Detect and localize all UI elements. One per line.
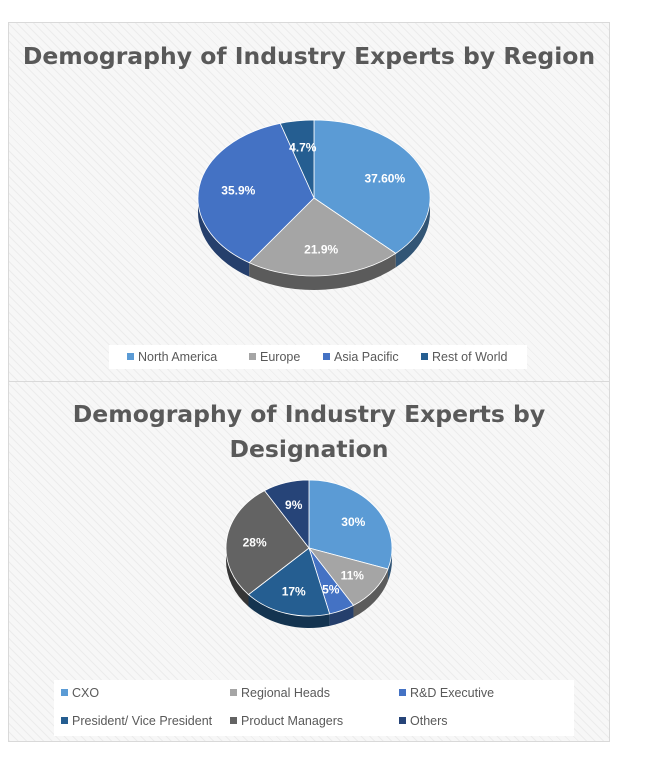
legend-label: Product Managers	[241, 714, 344, 728]
pie-data-label-rest-of-world: 4.7%	[289, 140, 317, 154]
pie-data-label-cxo: 30%	[341, 515, 365, 529]
designation-legend: CXO Regional Heads R&D Executive Preside…	[54, 680, 574, 736]
pie-side-president-vice-president	[248, 594, 330, 628]
legend-swatch	[230, 689, 237, 696]
legend-item-others: Others	[399, 713, 448, 729]
legend-swatch	[61, 717, 68, 724]
legend-label: Regional Heads	[241, 686, 330, 700]
pie-data-label-north-america: 37.60%	[364, 172, 405, 186]
legend-swatch	[323, 353, 330, 360]
legend-swatch	[399, 689, 406, 696]
pie-side-r-d-executive	[329, 605, 354, 626]
legend-item-president-vice-president: President/ Vice President	[61, 713, 212, 729]
legend-label: North America	[138, 350, 218, 364]
pie-data-label-regional-heads: 11%	[341, 569, 365, 583]
pie-side-europe	[249, 253, 396, 291]
legend-item-europe: Europe	[249, 349, 300, 365]
region-chart-panel: Demography of Industry Experts by Region…	[8, 22, 610, 382]
pie-side-north-america	[395, 198, 430, 268]
legend-item-cxo: CXO	[61, 685, 99, 701]
legend-label: Rest of World	[432, 350, 508, 364]
pie-slice-product-managers	[225, 490, 310, 596]
pie-data-label-asia-pacific: 35.9%	[221, 184, 255, 198]
region-chart-title: Demography of Industry Experts by Region	[22, 42, 596, 70]
legend-swatch	[249, 353, 256, 360]
legend-label: Others	[410, 714, 448, 728]
pie-slice-cxo	[308, 479, 393, 570]
pie-side-regional-heads	[353, 569, 388, 618]
pie-data-label-president-vice-president: 17%	[282, 584, 306, 598]
pie-slice-north-america	[313, 119, 431, 254]
pie-data-label-r-d-executive: 5%	[322, 582, 340, 596]
designation-pie-chart: 30% 11%5% 17% 28% 9%	[225, 479, 393, 628]
pie-slice-rest-of-world	[279, 119, 315, 199]
designation-chart-panel: Demography of Industry Experts by Design…	[8, 381, 610, 742]
legend-item-asia-pacific: Asia Pacific	[323, 349, 399, 365]
pie-slice-others	[263, 479, 310, 550]
region-legend: North America Europe Asia Pacific Rest o…	[109, 345, 527, 369]
legend-swatch	[399, 717, 406, 724]
pie-data-label-product-managers: 28%	[243, 536, 267, 550]
pie-slice-europe	[248, 197, 397, 277]
designation-chart-title: Demography of Industry Experts by Design…	[72, 400, 546, 463]
pie-slice-asia-pacific	[197, 122, 315, 264]
legend-item-regional-heads: Regional Heads	[230, 685, 330, 701]
legend-label: CXO	[72, 686, 100, 700]
legend-label: R&D Executive	[410, 686, 495, 700]
legend-swatch	[230, 717, 237, 724]
pie-data-label-europe: 21.9%	[304, 242, 338, 256]
legend-swatch	[61, 689, 68, 696]
pie-slice-president-vice-president	[247, 547, 331, 617]
legend-item-product-managers: Product Managers	[230, 713, 343, 729]
region-pie-chart: 37.60% 21.9% 35.9% 4.7%	[197, 119, 431, 291]
legend-label: Europe	[260, 350, 301, 364]
legend-label: President/ Vice President	[72, 714, 213, 728]
legend-item-rest-of-world: Rest of World	[421, 349, 508, 365]
legend-item-north-america: North America	[127, 349, 217, 365]
legend-swatch	[421, 353, 428, 360]
legend-swatch	[127, 353, 134, 360]
pie-side-product-managers	[226, 548, 249, 607]
pie-side-cxo	[387, 548, 392, 582]
legend-item-rd-executive: R&D Executive	[399, 685, 494, 701]
legend-label: Asia Pacific	[334, 350, 399, 364]
pie-side-asia-pacific	[198, 198, 250, 277]
pie-data-label-others: 9%	[285, 498, 303, 512]
